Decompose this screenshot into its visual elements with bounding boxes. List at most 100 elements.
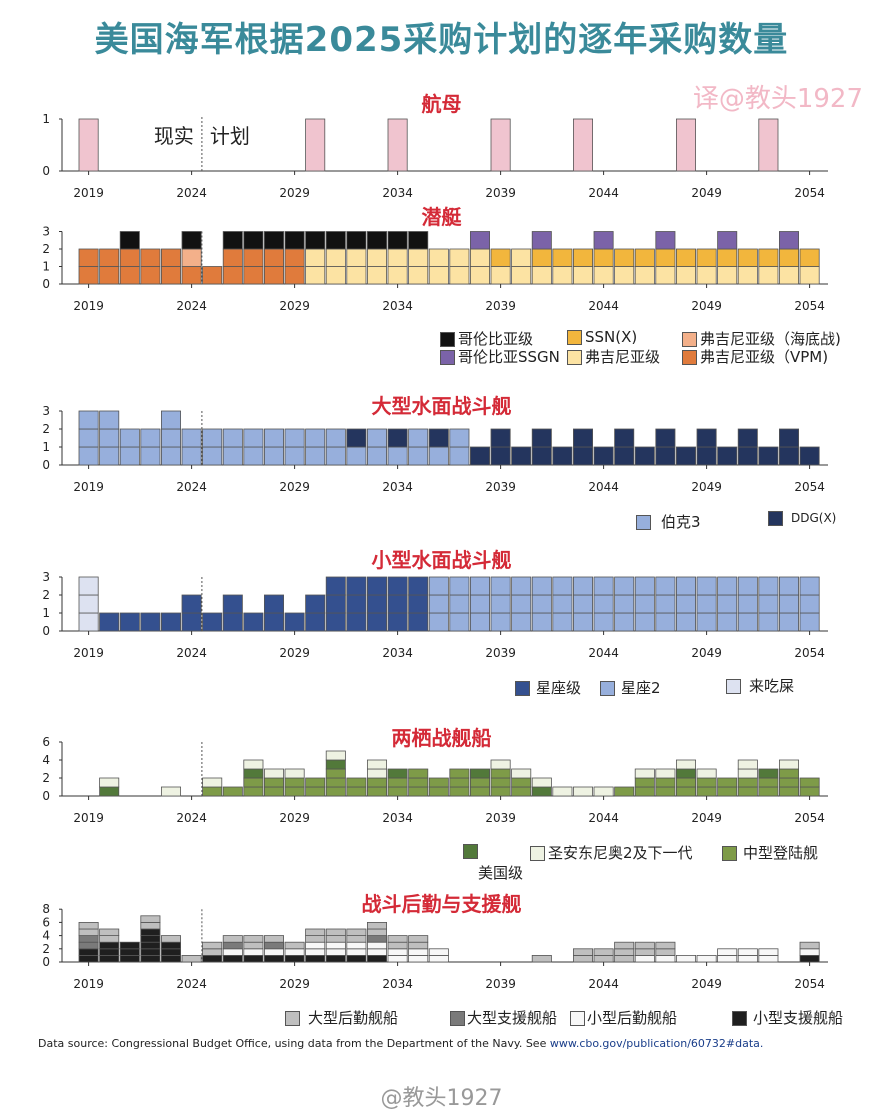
bar-segment [593, 446, 614, 466]
bar-segment [346, 948, 367, 956]
bar-segment [717, 446, 738, 466]
annotation-plan: 计划 [210, 124, 250, 148]
legend-item: SSN(X) [567, 328, 637, 346]
legend-item: 圣安东尼奥2及下一代 [530, 842, 693, 863]
bar-segment [758, 612, 779, 632]
bar-segment [779, 576, 800, 596]
legend-label: 弗吉尼亚级（VPM) [700, 348, 829, 366]
bar-segment [387, 612, 408, 632]
bar-segment [799, 948, 820, 956]
bar-segment [799, 248, 820, 267]
bar-segment [325, 948, 346, 956]
bar-segment [490, 446, 511, 466]
legend-swatch [440, 332, 455, 347]
bar-segment [325, 446, 346, 466]
bar-segment [676, 777, 697, 788]
bar-segment [140, 948, 161, 956]
legend-label: 弗吉尼亚级 [585, 348, 661, 366]
source-link[interactable]: www.cbo.gov/publication/60732#data. [549, 1037, 764, 1050]
bar-segment [99, 955, 120, 963]
bar-segment [655, 428, 676, 448]
bar-segment [655, 446, 676, 466]
bar-segment [99, 928, 120, 936]
bar-segment [305, 612, 326, 632]
bar-segment [78, 948, 99, 956]
bar-segment [676, 759, 697, 770]
bar-segment [78, 576, 99, 596]
bar-segment [99, 266, 120, 285]
bar-segment [655, 941, 676, 950]
bar-segment [573, 248, 594, 267]
bar-segment [408, 266, 429, 285]
bar-segment [737, 428, 758, 448]
bar-segment [573, 612, 594, 632]
bar-segment [99, 777, 120, 788]
bar-segment [531, 446, 552, 466]
bar-segment [696, 777, 717, 788]
bar-segment [346, 266, 367, 285]
chart-title-logistics: 战斗后勤与支援舰 [361, 892, 522, 916]
bar-segment [799, 266, 820, 285]
bar-segment [325, 612, 346, 632]
bar-segment [263, 248, 284, 267]
bar-segment [614, 576, 635, 596]
bar-segment [696, 768, 717, 779]
bar-segment [346, 576, 367, 596]
legend-item: 伯克3 [636, 511, 701, 532]
bar-segment [531, 612, 552, 632]
legend-label: SSN(X) [585, 328, 638, 346]
legend-swatch [732, 1011, 747, 1026]
y-tick-label: 3 [42, 404, 50, 418]
bar-segment [573, 594, 594, 614]
bar-segment [676, 594, 697, 614]
bar-segment [408, 446, 429, 466]
bar-segment [305, 935, 326, 943]
bar-segment [449, 266, 470, 285]
bar-segment [408, 777, 429, 788]
bar-segment [511, 777, 532, 788]
bar-segment [696, 266, 717, 285]
bar-segment [387, 446, 408, 466]
bar-segment [428, 786, 449, 797]
bar-segment [366, 446, 387, 466]
bar-segment [779, 612, 800, 632]
legend-item: 弗吉尼亚级 [567, 346, 660, 367]
bar-segment [449, 576, 470, 596]
bar-segment [263, 612, 284, 632]
bar-segment [428, 777, 449, 788]
x-tick-label: 2049 [691, 646, 722, 660]
bar-segment [717, 612, 738, 632]
bar-segment [366, 928, 387, 936]
bar-segment [263, 777, 284, 788]
bar-segment [305, 248, 326, 267]
bar-segment [140, 922, 161, 930]
x-tick-label: 2049 [691, 977, 722, 991]
x-tick-label: 2034 [382, 480, 413, 494]
legend-item: 星座级 [515, 677, 581, 698]
bar-segment [696, 446, 717, 466]
chart-title-large-surface: 大型水面战斗舰 [371, 394, 512, 418]
bar-segment [366, 955, 387, 963]
bar-segment [305, 266, 326, 285]
legend-item: DDG(X) [768, 511, 836, 526]
bar-segment [408, 594, 429, 614]
y-tick-label: 2 [42, 422, 50, 436]
legend-swatch [682, 332, 697, 347]
bar-segment [408, 955, 429, 963]
x-tick-label: 2054 [794, 646, 825, 660]
x-tick-label: 2024 [176, 299, 207, 313]
page-title: 美国海军根据2025采购计划的逐年采购数量 [94, 20, 789, 60]
bar-segment [305, 594, 326, 614]
bar-segment [737, 786, 758, 797]
bar-segment [449, 428, 470, 448]
bar-segment [99, 248, 120, 267]
bar-segment [573, 446, 594, 466]
bar-segment [469, 231, 490, 250]
bar-segment [490, 786, 511, 797]
bar-segment [346, 941, 367, 950]
bar-segment [366, 768, 387, 779]
bar-segment [243, 768, 264, 779]
bar-segment [387, 428, 408, 448]
bar-segment [408, 935, 429, 943]
y-tick-label: 6 [42, 915, 50, 929]
